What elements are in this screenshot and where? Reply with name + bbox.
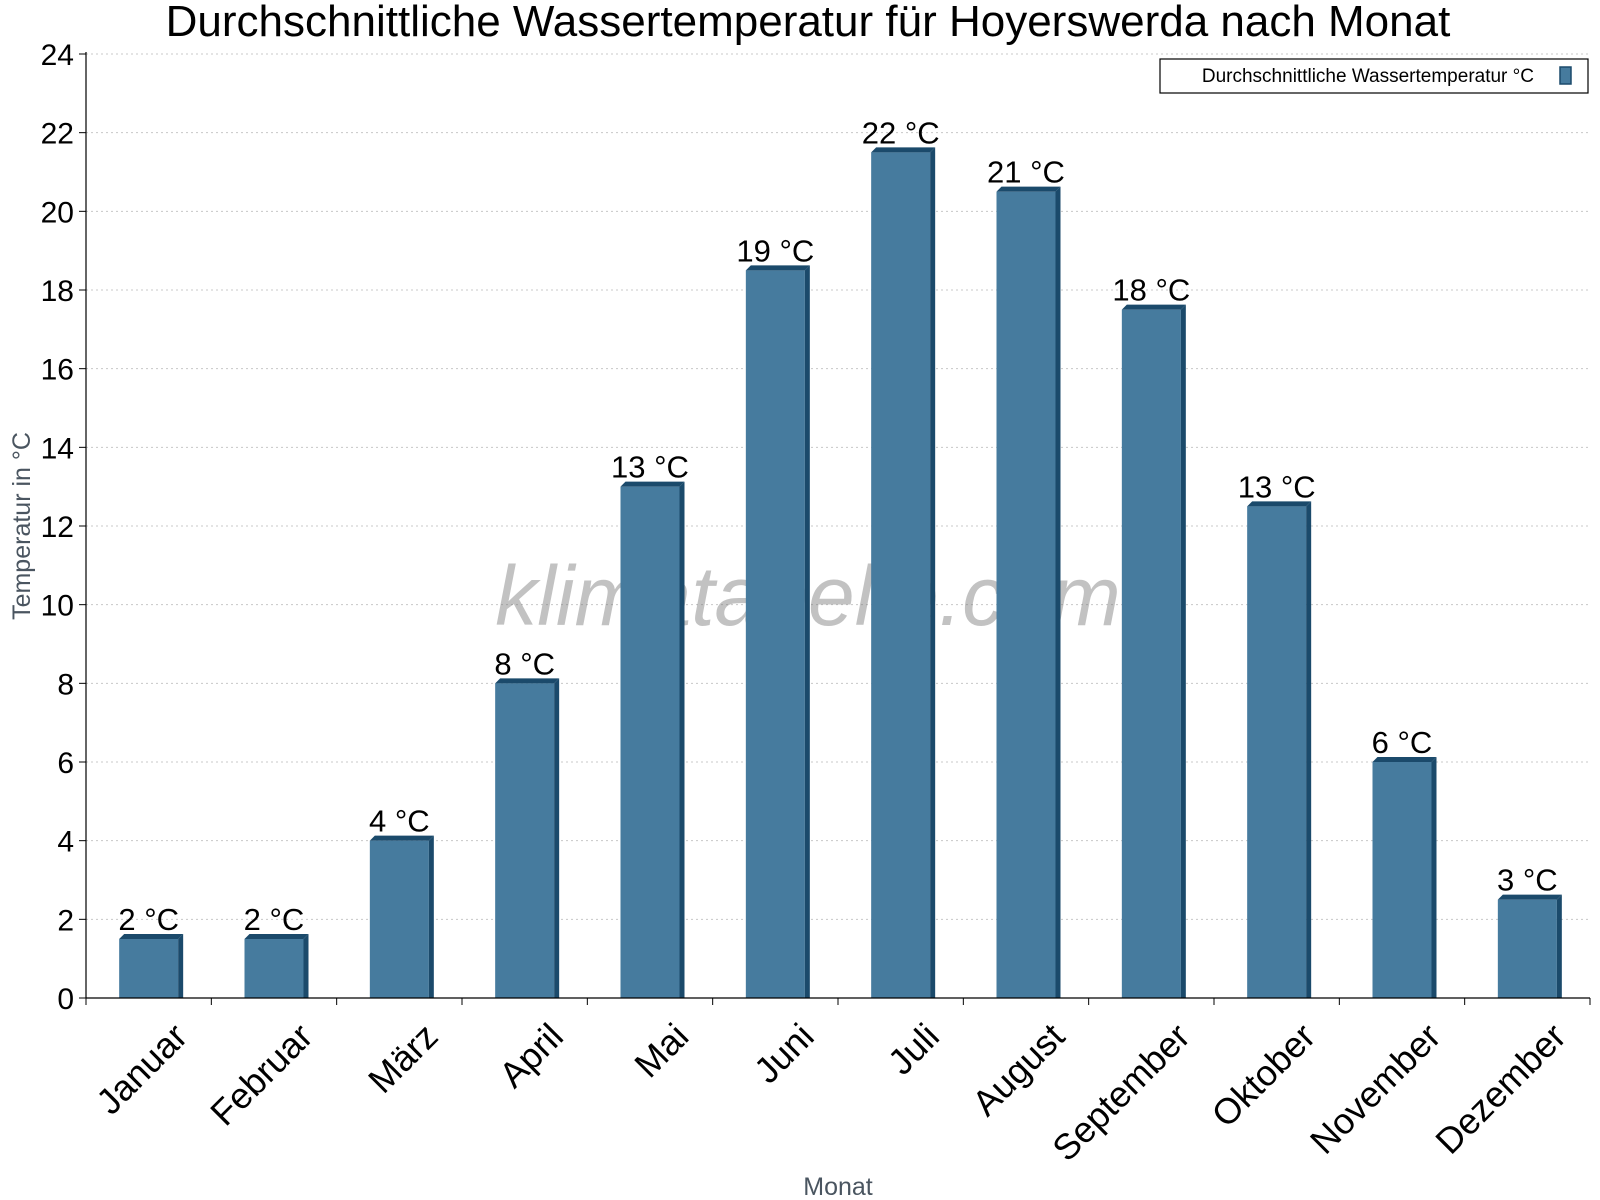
data-label: 21 °C bbox=[987, 155, 1065, 190]
y-tick-label: 4 bbox=[57, 826, 74, 859]
bar-side bbox=[1180, 304, 1186, 999]
x-tick-label: Februar bbox=[202, 1015, 320, 1133]
bar-side bbox=[679, 481, 685, 999]
bars bbox=[119, 147, 1562, 999]
bar-top bbox=[871, 147, 936, 153]
bar bbox=[1121, 309, 1181, 999]
data-label: 6 °C bbox=[1372, 725, 1433, 760]
x-axis-label: Monat bbox=[803, 1173, 873, 1200]
bar bbox=[1372, 762, 1432, 998]
bar-side bbox=[1306, 501, 1312, 998]
data-label: 2 °C bbox=[118, 902, 179, 937]
data-label: 19 °C bbox=[736, 233, 814, 268]
bar bbox=[1497, 899, 1557, 998]
y-tick-label: 20 bbox=[41, 196, 74, 229]
data-label: 13 °C bbox=[611, 450, 689, 485]
data-label: 18 °C bbox=[1112, 273, 1190, 308]
bar-top bbox=[369, 835, 434, 841]
legend: Durchschnittliche Wassertemperatur °C bbox=[1159, 58, 1589, 94]
bar bbox=[745, 270, 805, 998]
y-tick-label: 22 bbox=[41, 118, 74, 151]
bar-side bbox=[303, 934, 309, 998]
y-tick-label: 6 bbox=[57, 747, 74, 780]
bar bbox=[369, 840, 429, 998]
data-label: 22 °C bbox=[862, 115, 940, 150]
x-tick-label: April bbox=[491, 1015, 571, 1095]
bar-top bbox=[1497, 894, 1562, 900]
bar-top bbox=[1372, 757, 1437, 762]
bar bbox=[495, 683, 555, 998]
bar-top bbox=[244, 934, 309, 939]
bar-side bbox=[1431, 757, 1437, 998]
x-tick-label: Januar bbox=[88, 1015, 195, 1122]
y-tick-label: 10 bbox=[41, 590, 74, 623]
data-label: 2 °C bbox=[244, 902, 305, 937]
bar bbox=[119, 939, 179, 998]
x-tick-label: September bbox=[1044, 1015, 1198, 1169]
y-tick-label: 18 bbox=[41, 275, 74, 308]
x-tick-label: Mai bbox=[626, 1015, 696, 1085]
bar-top bbox=[495, 678, 560, 684]
y-tick-label: 2 bbox=[57, 904, 74, 937]
chart-title: Durchschnittliche Wassertemperatur für H… bbox=[166, 0, 1451, 46]
data-label: 13 °C bbox=[1238, 469, 1316, 504]
bar-top bbox=[1121, 304, 1186, 310]
bar-top bbox=[745, 265, 810, 271]
x-tick-labels: Januar Februar März April Mai Juni Juli AugustS… bbox=[88, 1015, 1574, 1169]
y-axis-label: Temperatur in °C bbox=[8, 432, 36, 620]
bar-side bbox=[1055, 186, 1061, 998]
data-label: 8 °C bbox=[494, 646, 555, 681]
bar bbox=[620, 486, 680, 998]
bar bbox=[1247, 506, 1307, 998]
bar-top bbox=[620, 481, 685, 487]
x-tick-label: Juni bbox=[746, 1015, 822, 1091]
y-tick-label: 14 bbox=[41, 432, 74, 465]
y-tick-label: 16 bbox=[41, 354, 74, 387]
grid-lines bbox=[86, 53, 1590, 920]
y-tick-label: 8 bbox=[57, 668, 74, 701]
bar-top bbox=[996, 186, 1061, 192]
bar-side bbox=[178, 934, 184, 998]
bar bbox=[996, 191, 1056, 998]
x-tick-label: Oktober bbox=[1203, 1015, 1323, 1135]
bar-side bbox=[1556, 894, 1562, 998]
bar-side bbox=[554, 678, 560, 998]
legend-label: Durchschnittliche Wassertemperatur °C bbox=[1202, 66, 1534, 87]
y-tick-label: 12 bbox=[41, 511, 74, 544]
bar-side bbox=[930, 147, 936, 999]
x-tick-label: August bbox=[964, 1015, 1072, 1123]
bar-side bbox=[804, 265, 810, 998]
bar-side bbox=[428, 835, 434, 998]
axes bbox=[79, 52, 1591, 1005]
x-tick-label: März bbox=[360, 1015, 446, 1101]
bar-top bbox=[1247, 501, 1312, 507]
bar bbox=[871, 152, 931, 999]
data-label: 4 °C bbox=[369, 804, 430, 839]
y-tick-label: 24 bbox=[41, 39, 74, 72]
y-tick-label: 0 bbox=[57, 983, 74, 1016]
legend-swatch bbox=[1559, 66, 1572, 85]
x-tick-label: Dezember bbox=[1427, 1015, 1573, 1161]
data-label: 3 °C bbox=[1497, 863, 1558, 898]
data-labels: 2 °C 2 °C 4 °C 8 °C 13 °C 19 °C 22 °C 21 °C 18 °… bbox=[118, 115, 1557, 937]
bar bbox=[244, 939, 304, 998]
legend-box bbox=[1159, 58, 1589, 94]
x-tick-label: November bbox=[1302, 1015, 1448, 1161]
bar-top bbox=[119, 934, 184, 939]
x-tick-label: Juli bbox=[880, 1015, 947, 1082]
